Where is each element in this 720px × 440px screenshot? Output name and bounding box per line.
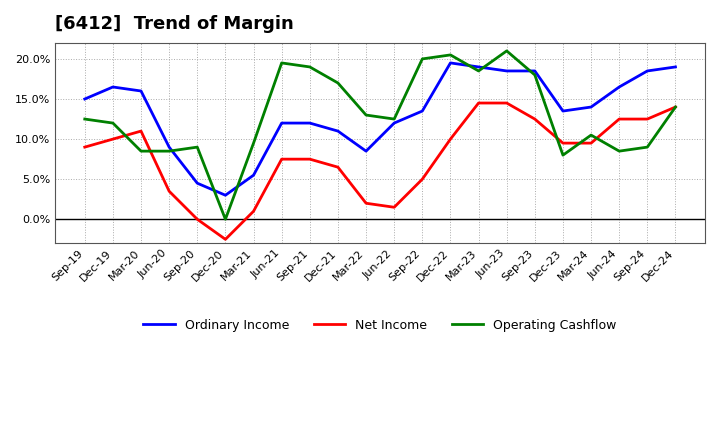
Operating Cashflow (643, 144, 652, 150)
Net Income (531, 117, 539, 122)
Net Income (418, 176, 427, 182)
Operating Cashflow (249, 140, 258, 146)
Net Income (193, 216, 202, 222)
Ordinary Income (109, 84, 117, 90)
Net Income (333, 165, 342, 170)
Net Income (361, 201, 370, 206)
Ordinary Income (137, 88, 145, 94)
Operating Cashflow (305, 64, 314, 70)
Line: Ordinary Income: Ordinary Income (85, 63, 675, 195)
Operating Cashflow (503, 48, 511, 54)
Ordinary Income (361, 148, 370, 154)
Ordinary Income (277, 121, 286, 126)
Operating Cashflow (109, 121, 117, 126)
Operating Cashflow (390, 117, 398, 122)
Operating Cashflow (165, 148, 174, 154)
Net Income (671, 104, 680, 110)
Net Income (446, 136, 455, 142)
Operating Cashflow (277, 60, 286, 66)
Ordinary Income (531, 68, 539, 73)
Operating Cashflow (221, 216, 230, 222)
Ordinary Income (671, 64, 680, 70)
Operating Cashflow (193, 144, 202, 150)
Operating Cashflow (474, 68, 483, 73)
Ordinary Income (559, 108, 567, 114)
Net Income (221, 237, 230, 242)
Net Income (109, 136, 117, 142)
Ordinary Income (643, 68, 652, 73)
Ordinary Income (165, 144, 174, 150)
Operating Cashflow (531, 72, 539, 77)
Ordinary Income (418, 108, 427, 114)
Net Income (137, 128, 145, 134)
Net Income (277, 157, 286, 162)
Operating Cashflow (446, 52, 455, 58)
Ordinary Income (333, 128, 342, 134)
Net Income (643, 117, 652, 122)
Operating Cashflow (671, 104, 680, 110)
Ordinary Income (81, 96, 89, 102)
Operating Cashflow (361, 112, 370, 117)
Ordinary Income (587, 104, 595, 110)
Net Income (587, 140, 595, 146)
Operating Cashflow (587, 132, 595, 138)
Text: [6412]  Trend of Margin: [6412] Trend of Margin (55, 15, 294, 33)
Ordinary Income (446, 60, 455, 66)
Net Income (474, 100, 483, 106)
Ordinary Income (221, 193, 230, 198)
Net Income (615, 117, 624, 122)
Operating Cashflow (615, 148, 624, 154)
Net Income (305, 157, 314, 162)
Operating Cashflow (559, 153, 567, 158)
Ordinary Income (503, 68, 511, 73)
Ordinary Income (193, 180, 202, 186)
Operating Cashflow (418, 56, 427, 62)
Net Income (559, 140, 567, 146)
Ordinary Income (249, 172, 258, 178)
Operating Cashflow (137, 148, 145, 154)
Line: Operating Cashflow: Operating Cashflow (85, 51, 675, 219)
Net Income (165, 189, 174, 194)
Operating Cashflow (81, 117, 89, 122)
Net Income (249, 209, 258, 214)
Ordinary Income (305, 121, 314, 126)
Line: Net Income: Net Income (85, 103, 675, 239)
Ordinary Income (474, 64, 483, 70)
Net Income (81, 144, 89, 150)
Ordinary Income (390, 121, 398, 126)
Operating Cashflow (333, 81, 342, 86)
Ordinary Income (615, 84, 624, 90)
Net Income (390, 205, 398, 210)
Legend: Ordinary Income, Net Income, Operating Cashflow: Ordinary Income, Net Income, Operating C… (138, 314, 622, 337)
Net Income (503, 100, 511, 106)
